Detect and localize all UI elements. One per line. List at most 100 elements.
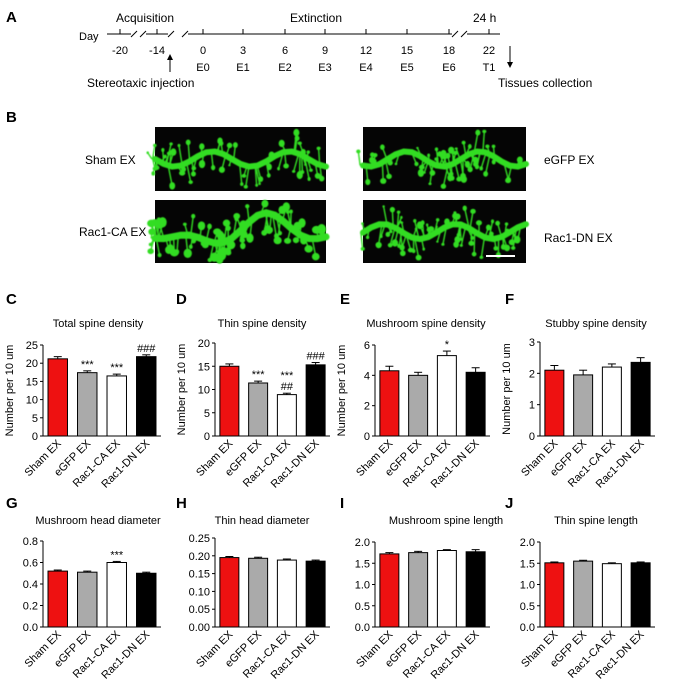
spine-head (426, 223, 428, 226)
spine-head (479, 256, 483, 259)
spine-head (386, 232, 391, 237)
bar (602, 367, 621, 436)
y-tick-label: 0.0 (520, 622, 535, 634)
spine-head (395, 163, 398, 165)
spine-head (511, 246, 515, 250)
spine-head (225, 247, 231, 255)
micrograph-rac1-ca (147, 200, 326, 264)
spine-head (242, 231, 248, 239)
spine-head (283, 163, 289, 168)
bar (466, 552, 485, 627)
timeline-injection-label: Stereotaxic injection (87, 76, 194, 90)
chart-title: Stubby spine density (545, 318, 647, 330)
chart-title: Mushroom head diameter (35, 515, 161, 527)
y-tick-label: 0.05 (189, 604, 210, 616)
timeline-session-label: E2 (278, 62, 291, 74)
spine-head (460, 238, 463, 241)
micrograph-sham (146, 127, 326, 191)
y-tick-label: 10 (198, 385, 210, 397)
y-tick-label: 0 (32, 431, 38, 443)
spine-head (436, 241, 438, 243)
spine-head (298, 142, 302, 145)
y-tick-label: 15 (198, 361, 210, 373)
bar (437, 356, 456, 436)
spine-head (289, 210, 293, 214)
y-tick-label: 15 (26, 376, 38, 388)
chart-title: Mushroom spine length (389, 515, 503, 527)
timeline-session-label: E6 (442, 62, 455, 74)
timeline-24h-label: 24 h (473, 11, 496, 25)
spine-head (408, 248, 414, 253)
spine-head (448, 147, 454, 154)
y-tick-label: 0.5 (355, 601, 370, 613)
timeline-axis (107, 29, 500, 37)
spine-head (382, 205, 385, 207)
spine-head (242, 174, 247, 178)
spine-head (169, 142, 173, 145)
spine-head (274, 237, 282, 245)
spine-head (319, 176, 324, 182)
y-tick-label: 2.0 (520, 537, 535, 549)
spine-head (515, 237, 520, 243)
timeline-tick-label: 9 (322, 45, 328, 57)
spine-head (413, 219, 416, 223)
y-tick-label: 0.20 (189, 551, 210, 563)
spine-head (146, 151, 148, 154)
bar (545, 563, 564, 627)
spine-head (293, 129, 299, 136)
spine-head (465, 161, 470, 168)
spine-head (292, 170, 295, 173)
bar (220, 366, 239, 436)
spine-head (228, 164, 230, 166)
bar (574, 375, 593, 436)
bar (306, 365, 325, 436)
timeline-tick-label: 12 (360, 45, 372, 57)
y-tick-label: 0.5 (520, 601, 535, 613)
y-tick-label: 0.0 (355, 622, 370, 634)
y-tick-label: 5 (204, 408, 210, 420)
spine-head (470, 236, 474, 240)
spine-head (216, 231, 224, 238)
spine-head (505, 222, 509, 225)
spine-head (356, 150, 360, 154)
panel-letter-h: H (176, 495, 187, 512)
y-tick-label: 25 (26, 340, 38, 352)
spine-head (365, 179, 370, 185)
bar (631, 563, 650, 627)
significance-label: ### (137, 343, 156, 355)
timeline-tick-label: 3 (240, 45, 246, 57)
bar (437, 551, 456, 628)
timeline-break (182, 31, 188, 37)
spine-head (191, 166, 196, 170)
bar (78, 373, 97, 436)
chart-title: Total spine density (53, 318, 144, 330)
spine-head (179, 171, 185, 176)
spine-head (233, 142, 238, 148)
spine-head (361, 247, 365, 251)
timeline-tick-label: 18 (443, 45, 455, 57)
spine-head (178, 144, 181, 147)
spine-head (258, 182, 261, 185)
spine-neck (163, 150, 164, 164)
spine-head (482, 130, 486, 133)
chart-h: Thin head diameter0.000.050.100.150.200.… (189, 515, 330, 682)
y-tick-label: 0.6 (23, 558, 38, 570)
chart-title: Mushroom spine density (366, 318, 486, 330)
spine-neck (170, 152, 171, 167)
spine-head (492, 159, 496, 164)
chart-title: Thin head diameter (215, 515, 310, 527)
spine-head (267, 173, 271, 178)
spine-head (435, 147, 438, 151)
spine-head (151, 171, 155, 175)
collection-arrowhead (507, 62, 513, 68)
y-tick-label: 10 (26, 395, 38, 407)
spine-head (444, 218, 450, 225)
panel-letter-e: E (340, 291, 350, 308)
panel-letter-j: J (505, 495, 513, 512)
spine-head (201, 241, 205, 246)
spine-neck (358, 152, 360, 166)
spine-head (387, 160, 392, 165)
spine-head (307, 150, 310, 153)
